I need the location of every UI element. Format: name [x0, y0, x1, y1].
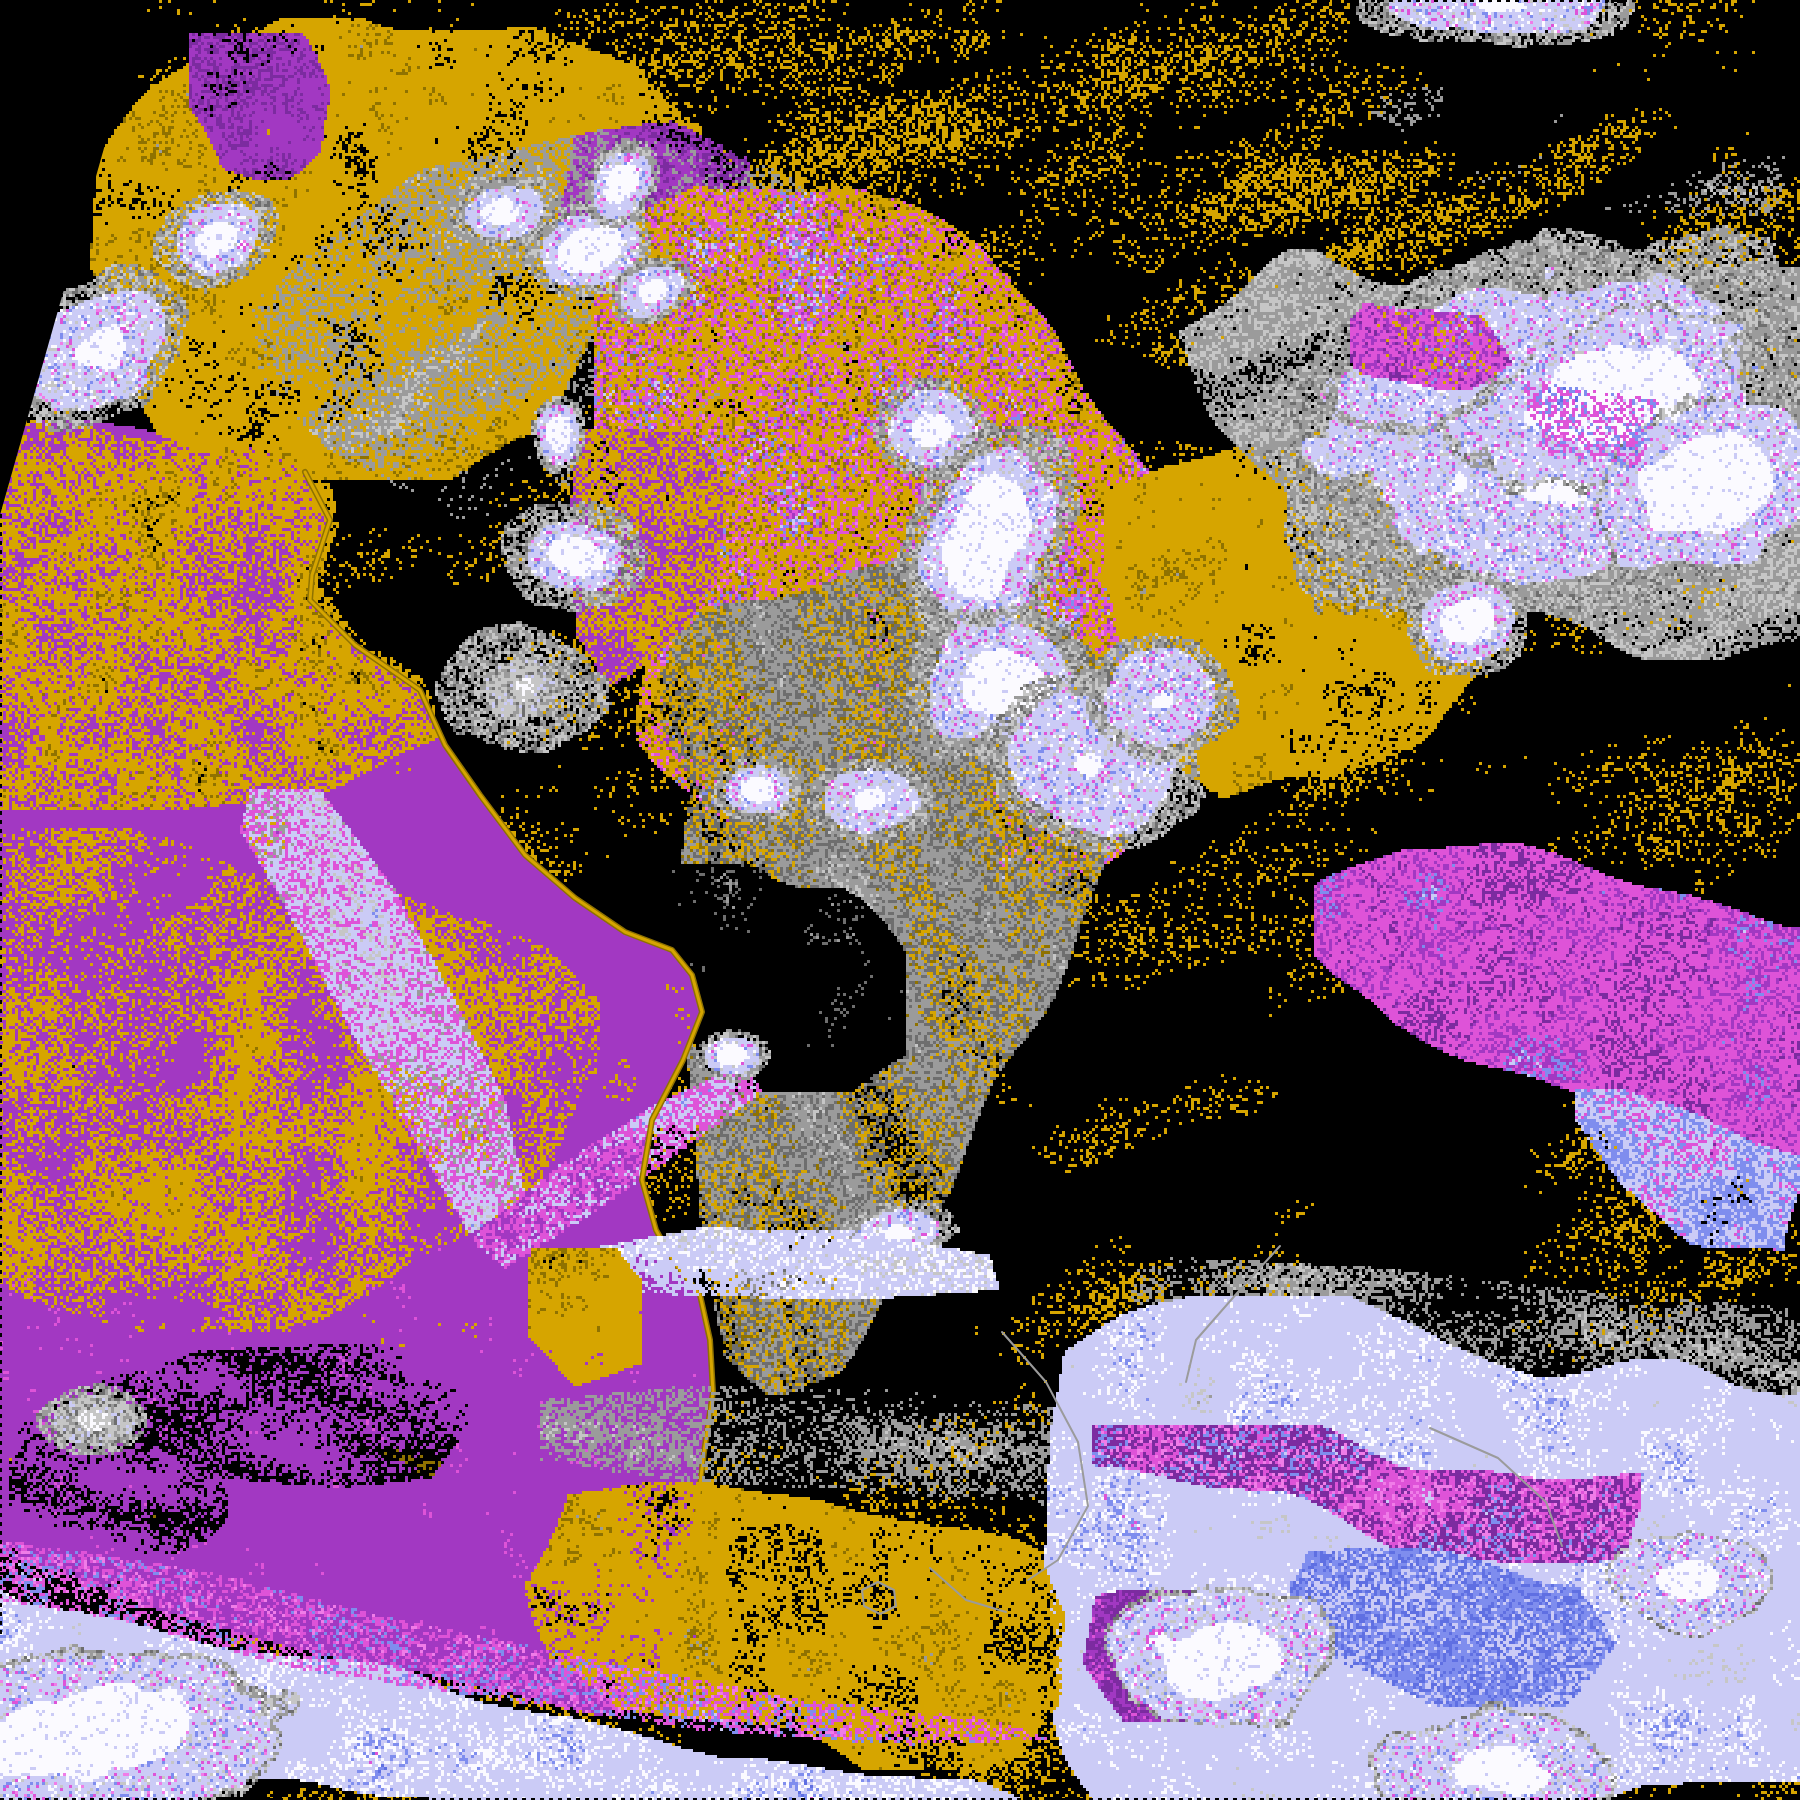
satellite-image-canvas [0, 0, 1800, 1800]
satellite-image [0, 0, 1800, 1800]
